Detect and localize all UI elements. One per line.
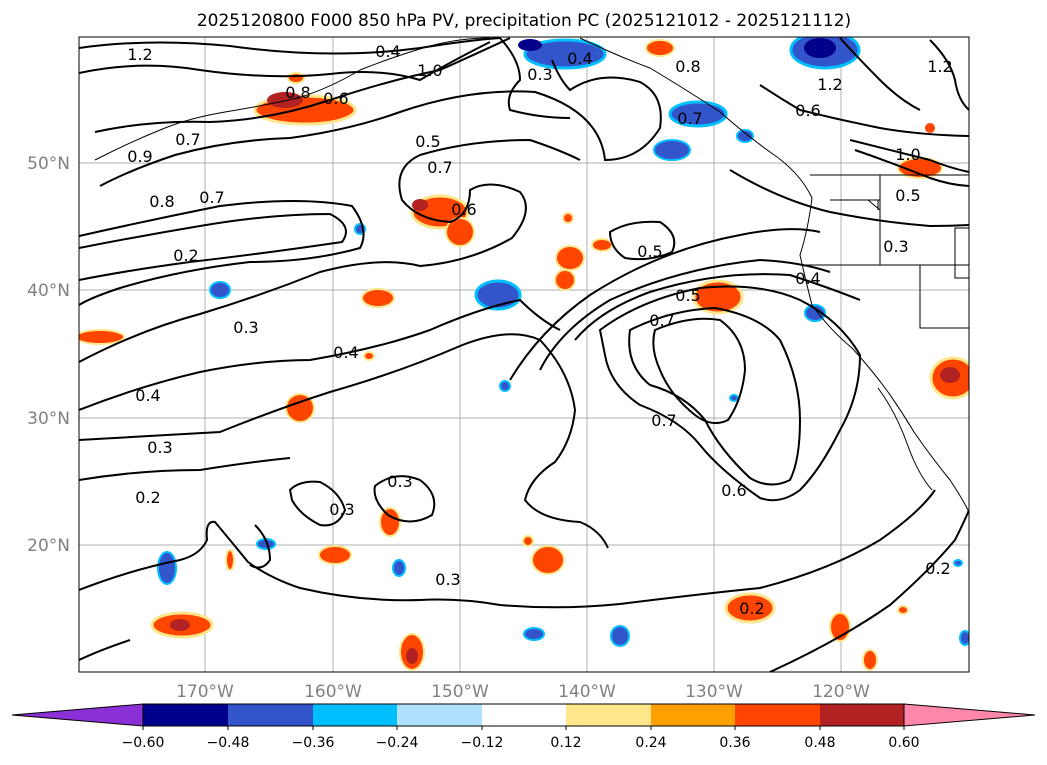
contour-label: 0.3 <box>233 318 258 337</box>
contour-label: 1.0 <box>895 145 920 164</box>
contour-label: 0.5 <box>895 186 920 205</box>
contour-label: 0.5 <box>637 242 662 261</box>
contour-label: 0.7 <box>677 109 702 128</box>
colorbar-segment <box>143 704 228 726</box>
lat-label-40n: 40°N <box>27 281 70 301</box>
contour-label: 0.7 <box>427 158 452 177</box>
contour-label: 0.4 <box>333 343 358 362</box>
colorbar-tick-label: 0.48 <box>804 735 835 751</box>
pv-contours <box>79 37 969 672</box>
contour-label: 1.2 <box>127 45 152 64</box>
contour-label: 0.3 <box>883 237 908 256</box>
lon-label-130w: 130°W <box>685 682 743 702</box>
colorbar-tick-label: 0.60 <box>888 735 919 751</box>
colorbar-tick-label: 0.12 <box>550 735 581 751</box>
contour-label: 0.4 <box>375 42 400 61</box>
colorbar-ticks <box>142 726 905 730</box>
lat-label-30n: 30°N <box>27 409 70 429</box>
contour-label: 0.7 <box>649 311 674 330</box>
contour-label: 0.3 <box>147 438 172 457</box>
contour-label: 0.3 <box>435 570 460 589</box>
contour-label: 1.2 <box>817 75 842 94</box>
colorbar-segment <box>735 704 820 726</box>
lat-label-50n: 50°N <box>27 154 70 174</box>
map-panel: 1.2 0.4 0.8 1.0 0.6 0.3 0.4 1.2 0.7 0.8 … <box>78 36 970 673</box>
colorbar-tick-label: −0.36 <box>292 735 335 751</box>
contour-label: 0.6 <box>795 101 820 120</box>
colorbar-segment <box>820 704 904 726</box>
colorbar-tick-label: −0.24 <box>376 735 419 751</box>
colorbar-segment <box>228 704 313 726</box>
latitude-labels: 50°N 40°N 30°N 20°N <box>27 154 70 556</box>
contour-label: 0.3 <box>387 472 412 491</box>
lon-label-160w: 160°W <box>304 682 362 702</box>
contour-label: 0.9 <box>127 147 152 166</box>
lon-label-120w: 120°W <box>812 682 870 702</box>
figure-title: 2025120800 F000 850 hPa PV, precipitatio… <box>197 11 851 31</box>
contour-label: 0.7 <box>199 188 224 207</box>
colorbar-segment <box>397 704 482 726</box>
lat-label-20n: 20°N <box>27 536 70 556</box>
contour-label: 0.4 <box>795 269 820 288</box>
contour-label: 0.2 <box>925 559 950 578</box>
contour-label: 0.5 <box>415 132 440 151</box>
contour-label: 0.3 <box>329 500 354 519</box>
colorbar-extend-high <box>903 703 1036 727</box>
colorbar-tick-label: −0.48 <box>207 735 250 751</box>
colorbar-tick-label: −0.60 <box>122 735 165 751</box>
colorbar-tick-label: −0.12 <box>461 735 504 751</box>
contour-label: 0.2 <box>173 246 198 265</box>
contour-label: 0.3 <box>527 65 552 84</box>
contour-label: 0.5 <box>675 286 700 305</box>
contour-label: 0.8 <box>285 83 310 102</box>
contour-label: 1.0 <box>417 61 442 80</box>
colorbar: −0.60 −0.48 −0.36 −0.24 −0.12 0.12 0.24 … <box>11 703 1036 751</box>
lon-label-140w: 140°W <box>558 682 616 702</box>
colorbar-tick-label: 0.36 <box>719 735 750 751</box>
lon-label-170w: 170°W <box>176 682 234 702</box>
contour-label: 0.8 <box>675 57 700 76</box>
contour-label: 0.6 <box>721 481 746 500</box>
contour-label: 0.8 <box>149 192 174 211</box>
contour-label: 0.2 <box>135 488 160 507</box>
lon-label-150w: 150°W <box>431 682 489 702</box>
contour-label: 0.6 <box>451 200 476 219</box>
colorbar-tick-label: 0.24 <box>635 735 666 751</box>
colorbar-segment <box>482 704 566 726</box>
colorbar-segment <box>566 704 651 726</box>
colorbar-extend-low <box>11 703 144 727</box>
contour-label: 0.2 <box>739 599 764 618</box>
colorbar-segment <box>651 704 735 726</box>
contour-label: 0.4 <box>567 49 592 68</box>
contour-label: 0.6 <box>323 89 348 108</box>
contour-label: 0.7 <box>175 130 200 149</box>
contour-labels: 1.2 0.4 0.8 1.0 0.6 0.3 0.4 1.2 0.7 0.8 … <box>127 42 952 618</box>
longitude-labels: 170°W 160°W 150°W 140°W 130°W 120°W <box>176 682 870 702</box>
colorbar-segment <box>313 704 397 726</box>
contour-label: 1.2 <box>927 57 952 76</box>
contour-label: 0.4 <box>135 386 160 405</box>
contour-label: 0.7 <box>651 411 676 430</box>
